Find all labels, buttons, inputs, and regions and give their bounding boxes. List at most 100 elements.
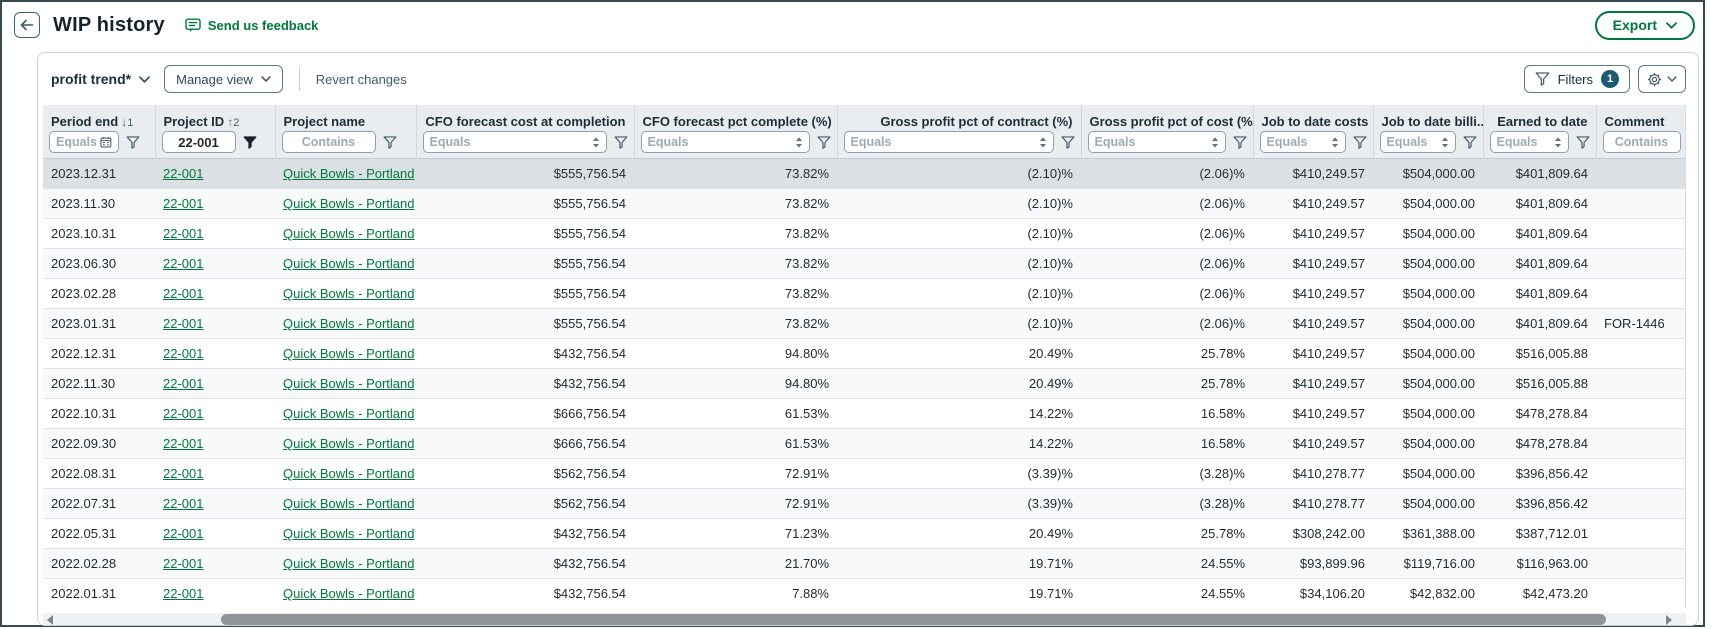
column-filter-funnel-button[interactable]	[383, 136, 397, 149]
table-row[interactable]: 2023.06.3022-001Quick Bowls - Portland$5…	[43, 249, 1686, 279]
column-header-project-name[interactable]: Project name	[275, 105, 416, 131]
horizontal-scrollbar[interactable]	[43, 613, 1686, 626]
revert-changes-link[interactable]: Revert changes	[316, 72, 407, 87]
project-id-link[interactable]: 22-001	[163, 376, 203, 391]
project-id-link[interactable]: 22-001	[163, 436, 203, 451]
table-row[interactable]: 2022.05.3122-001Quick Bowls - Portland$4…	[43, 519, 1686, 549]
scrollbar-thumb[interactable]	[221, 614, 1606, 625]
table-row[interactable]: 2023.10.3122-001Quick Bowls - Portland$5…	[43, 219, 1686, 249]
project-id-link[interactable]: 22-001	[163, 586, 203, 601]
funnel-icon	[1233, 136, 1247, 149]
project-name-link[interactable]: Quick Bowls - Portland	[283, 256, 415, 271]
project-name-link[interactable]: Quick Bowls - Portland	[283, 586, 415, 601]
export-button[interactable]: Export	[1595, 11, 1695, 40]
project-name-link[interactable]: Quick Bowls - Portland	[283, 556, 415, 571]
filter-select-cfo-forecast-pct-complete[interactable]: Equals	[641, 131, 810, 153]
project-id-link[interactable]: 22-001	[163, 466, 203, 481]
project-id-link[interactable]: 22-001	[163, 346, 203, 361]
project-id-link[interactable]: 22-001	[163, 196, 203, 211]
column-header-gross-profit-pct-of-cost[interactable]: Gross profit pct of cost (%)	[1081, 105, 1253, 131]
column-header-project-id[interactable]: Project ID↑2	[155, 105, 275, 131]
project-name-link[interactable]: Quick Bowls - Portland	[283, 406, 415, 421]
table-row[interactable]: 2023.02.2822-001Quick Bowls - Portland$5…	[43, 279, 1686, 309]
back-button[interactable]	[14, 12, 40, 38]
project-name-link[interactable]: Quick Bowls - Portland	[283, 286, 415, 301]
filter-placeholder: Equals	[56, 135, 96, 149]
column-header-gross-profit-pct-of-contract[interactable]: Gross profit pct of contract (%)	[837, 105, 1081, 131]
table-row[interactable]: 2022.01.3122-001Quick Bowls - Portland$4…	[43, 579, 1686, 609]
cell-project-id: 22-001	[155, 189, 275, 219]
table-row[interactable]: 2023.12.3122-001Quick Bowls - Portland$5…	[43, 159, 1686, 189]
project-id-link[interactable]: 22-001	[163, 556, 203, 571]
filter-input-project-name[interactable]: Contains	[282, 131, 376, 153]
table-row[interactable]: 2022.10.3122-001Quick Bowls - Portland$6…	[43, 399, 1686, 429]
project-name-link[interactable]: Quick Bowls - Portland	[283, 496, 415, 511]
column-filter-funnel-button[interactable]	[1353, 136, 1367, 149]
column-header-period-end[interactable]: Period end↓1	[43, 105, 155, 131]
filter-select-cfo-forecast-cost-at-completion[interactable]: Equals	[423, 131, 607, 153]
project-id-link[interactable]: 22-001	[163, 286, 203, 301]
project-name-link[interactable]: Quick Bowls - Portland	[283, 376, 415, 391]
column-filter-funnel-button[interactable]	[1463, 136, 1477, 149]
project-name-link[interactable]: Quick Bowls - Portland	[283, 526, 415, 541]
scroll-right-arrow-icon[interactable]	[1666, 615, 1672, 625]
project-name-link[interactable]: Quick Bowls - Portland	[283, 166, 415, 181]
column-header-earned-to-date[interactable]: Earned to date	[1483, 105, 1596, 131]
column-filter-funnel-active[interactable]	[243, 136, 257, 149]
filter-input-period-end[interactable]: Equals	[49, 131, 119, 153]
table-row[interactable]: 2022.09.3022-001Quick Bowls - Portland$6…	[43, 429, 1686, 459]
project-id-link[interactable]: 22-001	[163, 316, 203, 331]
cell-cfo-forecast-cost-at-completion: $555,756.54	[416, 159, 634, 189]
manage-view-button[interactable]: Manage view	[164, 65, 283, 93]
project-id-link[interactable]: 22-001	[163, 256, 203, 271]
table-row[interactable]: 2023.11.3022-001Quick Bowls - Portland$5…	[43, 189, 1686, 219]
filter-input-comment[interactable]: Contains	[1603, 131, 1681, 153]
project-id-link[interactable]: 22-001	[163, 406, 203, 421]
column-filter-funnel-button[interactable]	[614, 136, 628, 149]
filter-input-project-id[interactable]: 22-001	[162, 131, 236, 153]
filter-select-earned-to-date[interactable]: Equals	[1490, 131, 1569, 153]
table-row[interactable]: 2022.12.3122-001Quick Bowls - Portland$4…	[43, 339, 1686, 369]
table-row[interactable]: 2022.11.3022-001Quick Bowls - Portland$4…	[43, 369, 1686, 399]
column-header-job-to-date-billing[interactable]: Job to date billi...	[1373, 105, 1483, 131]
column-header-comment[interactable]: Comment	[1596, 105, 1686, 131]
column-header-job-to-date-costs[interactable]: Job to date costs	[1253, 105, 1373, 131]
project-id-link[interactable]: 22-001	[163, 166, 203, 181]
project-name-link[interactable]: Quick Bowls - Portland	[283, 346, 415, 361]
project-name-link[interactable]: Quick Bowls - Portland	[283, 196, 415, 211]
filter-select-job-to-date-costs[interactable]: Equals	[1260, 131, 1346, 153]
table-row[interactable]: 2023.01.3122-001Quick Bowls - Portland$5…	[43, 309, 1686, 339]
filter-select-job-to-date-billing[interactable]: Equals	[1380, 131, 1456, 153]
column-filter-funnel-button[interactable]	[1576, 136, 1590, 149]
project-id-link[interactable]: 22-001	[163, 526, 203, 541]
table-row[interactable]: 2022.08.3122-001Quick Bowls - Portland$5…	[43, 459, 1686, 489]
project-id-link[interactable]: 22-001	[163, 226, 203, 241]
view-selector[interactable]: profit trend*	[51, 71, 150, 87]
project-id-link[interactable]: 22-001	[163, 496, 203, 511]
filter-select-gross-profit-pct-of-cost[interactable]: Equals	[1088, 131, 1226, 153]
send-feedback-link[interactable]: Send us feedback	[185, 18, 319, 33]
column-header-cfo-forecast-cost-at-completion[interactable]: CFO forecast cost at completion	[416, 105, 634, 131]
column-header-cfo-forecast-pct-complete[interactable]: CFO forecast pct complete (%)	[634, 105, 837, 131]
column-filter-funnel-button[interactable]	[817, 136, 831, 149]
scroll-left-arrow-icon[interactable]	[47, 615, 53, 625]
filter-select-gross-profit-pct-of-contract[interactable]: Equals	[844, 131, 1054, 153]
project-name-link[interactable]: Quick Bowls - Portland	[283, 226, 415, 241]
cell-cfo-forecast-pct-complete: 73.82%	[634, 249, 837, 279]
column-filter-funnel-button[interactable]	[1233, 136, 1247, 149]
project-name-link[interactable]: Quick Bowls - Portland	[283, 466, 415, 481]
cell-project-id: 22-001	[155, 219, 275, 249]
cell-project-id: 22-001	[155, 579, 275, 609]
header-filter-row: Equals 22-001 Contains Equals Equals Equals Eq…	[43, 131, 1686, 159]
filters-button[interactable]: Filters 1	[1524, 65, 1630, 93]
cell-comment	[1596, 549, 1686, 579]
project-name-link[interactable]: Quick Bowls - Portland	[283, 436, 415, 451]
column-settings-button[interactable]	[1638, 65, 1686, 93]
cell-earned-to-date: $42,473.20	[1483, 579, 1596, 609]
table-row[interactable]: 2022.07.3122-001Quick Bowls - Portland$5…	[43, 489, 1686, 519]
table-row[interactable]: 2022.02.2822-001Quick Bowls - Portland$4…	[43, 549, 1686, 579]
project-name-link[interactable]: Quick Bowls - Portland	[283, 316, 415, 331]
cell-job-to-date-costs: $410,278.77	[1253, 459, 1373, 489]
column-filter-funnel-button[interactable]	[1061, 136, 1075, 149]
column-filter-funnel-button[interactable]	[126, 136, 140, 149]
